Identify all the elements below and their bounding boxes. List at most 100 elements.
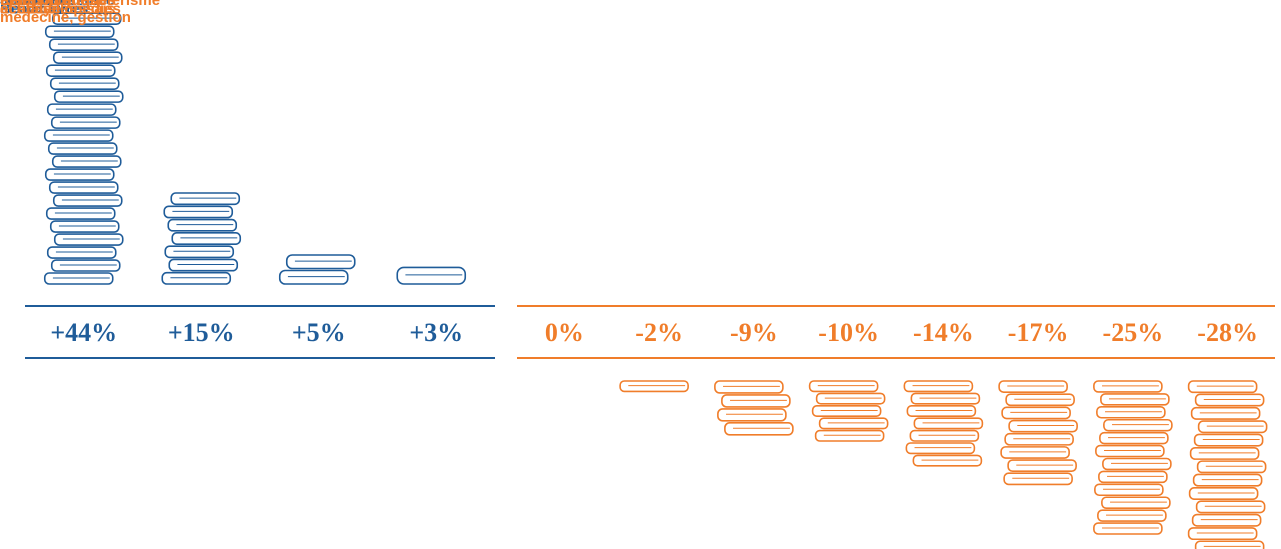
book xyxy=(49,220,120,233)
book xyxy=(998,380,1068,393)
category-line: Cartes géographiques xyxy=(0,0,158,1)
book xyxy=(1005,393,1075,407)
book xyxy=(163,205,234,219)
book xyxy=(619,380,689,393)
book-stack xyxy=(396,266,467,285)
book xyxy=(724,422,794,436)
book xyxy=(903,380,974,393)
book-stack xyxy=(43,12,124,285)
value-label: 0% xyxy=(545,318,584,347)
book xyxy=(1102,457,1172,471)
book xyxy=(721,394,791,408)
book xyxy=(1008,419,1078,433)
book-stack xyxy=(998,380,1078,486)
book-stack xyxy=(1093,380,1173,535)
category-line: Bande dessinée xyxy=(0,0,114,9)
book xyxy=(164,245,235,259)
value-label: -14% xyxy=(913,318,974,347)
book-stack xyxy=(278,254,356,285)
book xyxy=(1187,527,1258,541)
book xyxy=(1194,540,1265,549)
book xyxy=(913,417,984,430)
value-label: +5% xyxy=(292,318,346,347)
book xyxy=(906,404,977,417)
value-label: +15% xyxy=(168,318,235,347)
book xyxy=(1193,433,1264,447)
book xyxy=(396,266,467,285)
book xyxy=(1189,446,1260,460)
book xyxy=(45,207,116,220)
book xyxy=(43,272,114,285)
book xyxy=(51,155,122,168)
book xyxy=(52,51,123,64)
book xyxy=(808,380,879,393)
book xyxy=(1098,470,1168,484)
book xyxy=(43,129,114,142)
category-line: Sciences humaines xyxy=(0,0,139,1)
book xyxy=(909,429,980,442)
book xyxy=(1097,509,1167,522)
book xyxy=(815,392,886,405)
book xyxy=(1190,406,1261,420)
book-stack xyxy=(619,380,689,393)
book xyxy=(52,194,123,207)
book xyxy=(1099,431,1169,445)
value-label: -28% xyxy=(1197,318,1258,347)
category-line: Religion et ésotérisme xyxy=(0,0,160,9)
value-label: -25% xyxy=(1103,318,1164,347)
book xyxy=(46,103,117,116)
book xyxy=(48,181,119,194)
book-stack xyxy=(903,380,984,467)
book xyxy=(44,25,115,38)
category-line: Livres pratiques xyxy=(0,0,116,9)
book xyxy=(814,429,885,442)
book xyxy=(905,442,976,455)
book xyxy=(285,254,356,270)
category-line: Dictionnaires xyxy=(0,0,95,1)
book xyxy=(53,90,124,103)
book-stack xyxy=(161,192,242,285)
book xyxy=(714,380,784,394)
category-line: Beaux livres xyxy=(0,1,88,18)
book xyxy=(1103,418,1173,432)
category-line: Documents, xyxy=(0,0,86,1)
book xyxy=(1187,380,1258,394)
book xyxy=(717,408,787,422)
book xyxy=(1192,473,1263,487)
book xyxy=(1093,380,1163,393)
book xyxy=(1004,432,1074,446)
book xyxy=(44,168,115,181)
category-line: et techniques, xyxy=(0,0,101,9)
category-line: Jeunesse xyxy=(0,0,68,9)
book xyxy=(1000,446,1070,459)
book xyxy=(47,142,118,155)
category-line: Littérature xyxy=(0,0,74,9)
book xyxy=(51,12,122,25)
value-label: -10% xyxy=(818,318,879,347)
category-line: scolaire xyxy=(0,1,57,18)
book xyxy=(50,259,121,272)
book xyxy=(1196,460,1267,474)
book xyxy=(818,417,889,430)
book xyxy=(171,232,242,245)
book xyxy=(48,38,119,51)
book xyxy=(170,192,241,206)
book xyxy=(167,218,238,232)
category-line: et encyclopédies xyxy=(0,1,121,18)
book xyxy=(49,77,120,90)
book xyxy=(1197,420,1268,434)
value-label: -9% xyxy=(730,318,778,347)
book-stack xyxy=(1187,380,1268,549)
value-label: +3% xyxy=(409,318,463,347)
book-stack xyxy=(714,380,794,436)
book xyxy=(1096,406,1166,419)
book xyxy=(1100,393,1170,406)
category-line: Enseignement xyxy=(0,0,103,1)
book xyxy=(50,116,121,129)
book xyxy=(46,246,117,259)
book xyxy=(1191,513,1262,527)
category-line: médecine, gestion xyxy=(0,9,131,26)
book xyxy=(161,271,232,285)
book xyxy=(53,233,124,246)
